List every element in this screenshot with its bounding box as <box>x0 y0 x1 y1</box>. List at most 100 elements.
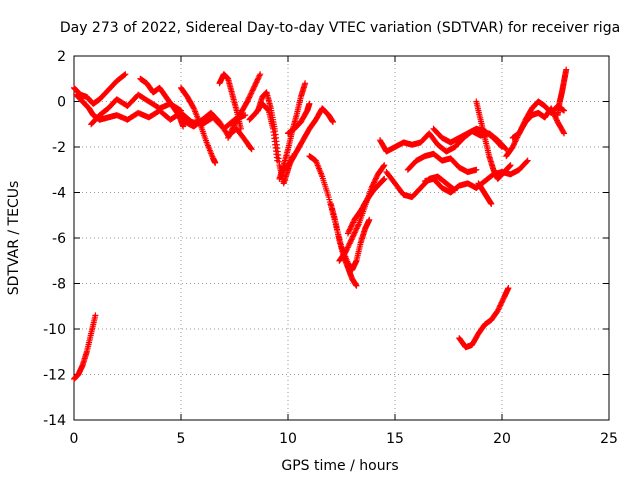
data-point <box>349 220 356 227</box>
data-point <box>250 84 257 91</box>
data-point <box>495 306 502 313</box>
data-point <box>488 200 495 207</box>
data-point <box>256 72 263 79</box>
series-arc-14 <box>285 100 313 137</box>
y-axis-label: SDTVAR / TECUs <box>6 181 22 296</box>
data-point <box>252 82 259 89</box>
data-point <box>498 299 505 306</box>
series-arc-07 <box>175 109 255 153</box>
y-axis-ticks: -14 -12 -10 -8 -6 -4 -2 0 2 <box>43 49 609 429</box>
data-point <box>348 223 355 230</box>
y-tick-label: 2 <box>57 49 66 65</box>
series-arc-27 <box>503 98 568 160</box>
data-point <box>228 126 235 133</box>
data-point <box>190 104 197 111</box>
data-point <box>253 78 260 85</box>
series-arc-16 <box>327 200 360 289</box>
series-arc-04 <box>88 91 184 128</box>
data-point <box>350 219 357 226</box>
y-tick-label: 0 <box>57 95 66 111</box>
data-point <box>257 71 264 78</box>
y-tick-label: -4 <box>52 186 66 202</box>
data-point <box>254 76 261 83</box>
data-point <box>227 130 234 137</box>
data-point <box>498 143 505 150</box>
data-point <box>255 75 262 82</box>
x-tick-label: 0 <box>70 431 79 447</box>
data-point <box>561 130 568 137</box>
x-tick-label: 15 <box>386 431 404 447</box>
data-point <box>353 225 360 232</box>
series-arc-18 <box>344 175 388 237</box>
y-tick-label: -2 <box>52 140 66 156</box>
x-tick-label: 20 <box>493 431 511 447</box>
data-point <box>496 303 503 310</box>
data-point <box>512 138 519 145</box>
data-point <box>343 247 350 254</box>
data-point <box>249 87 256 94</box>
data-point <box>242 112 249 119</box>
data-point <box>509 144 516 150</box>
data-point <box>348 236 355 243</box>
data-point <box>302 80 309 87</box>
y-tick-label: -8 <box>52 277 66 293</box>
data-point <box>354 224 361 231</box>
x-axis-ticks: 0 5 10 15 20 25 <box>70 56 618 447</box>
data-point <box>548 106 555 113</box>
data-point <box>563 66 570 73</box>
series-arc-13 <box>276 80 309 182</box>
data-point <box>349 235 356 241</box>
series-arc-12 <box>280 105 336 173</box>
data-point <box>511 139 518 146</box>
x-tick-label: 10 <box>279 431 297 447</box>
data-point <box>380 163 387 170</box>
data-point <box>237 125 244 132</box>
data-point <box>244 97 251 104</box>
data-point <box>473 166 480 173</box>
data-point <box>225 134 232 141</box>
series-arc-25 <box>475 180 495 207</box>
data-point <box>345 229 352 236</box>
data-point <box>255 73 262 80</box>
y-tick-label: -6 <box>52 231 66 247</box>
data-point <box>505 285 512 292</box>
data-point <box>246 94 253 101</box>
x-tick-label: 5 <box>177 431 186 447</box>
series-arc-02 <box>71 71 129 107</box>
data-point <box>348 222 355 229</box>
series-arc-06 <box>178 84 219 166</box>
data-point <box>248 146 255 153</box>
data-point <box>345 243 352 250</box>
data-point <box>247 145 254 152</box>
data-point <box>346 227 353 234</box>
data-point <box>370 180 377 187</box>
data-point <box>549 108 556 115</box>
data-point <box>372 176 379 183</box>
series-arc-26 <box>456 285 512 351</box>
data-point <box>251 83 258 90</box>
data-point <box>353 282 360 289</box>
data-point <box>510 141 517 148</box>
data-point <box>548 105 555 112</box>
series-arc-21 <box>404 150 480 176</box>
data-point <box>344 244 351 251</box>
data-point <box>225 133 232 140</box>
data-point <box>381 175 388 182</box>
data-point <box>121 71 128 78</box>
data-point <box>347 239 354 246</box>
data-point <box>227 129 234 136</box>
y-tick-label: -14 <box>43 413 66 429</box>
series-arc-28 <box>509 105 568 141</box>
data-point <box>252 80 259 87</box>
data-point <box>499 298 506 305</box>
data-point <box>342 248 349 255</box>
data-point <box>226 132 233 139</box>
data-point <box>346 240 353 247</box>
data-point <box>369 182 376 189</box>
data-point <box>560 129 567 136</box>
data-point <box>524 157 531 164</box>
data-point <box>349 233 356 240</box>
data-point <box>371 178 378 185</box>
data-point <box>351 229 358 236</box>
data-point <box>523 158 530 165</box>
